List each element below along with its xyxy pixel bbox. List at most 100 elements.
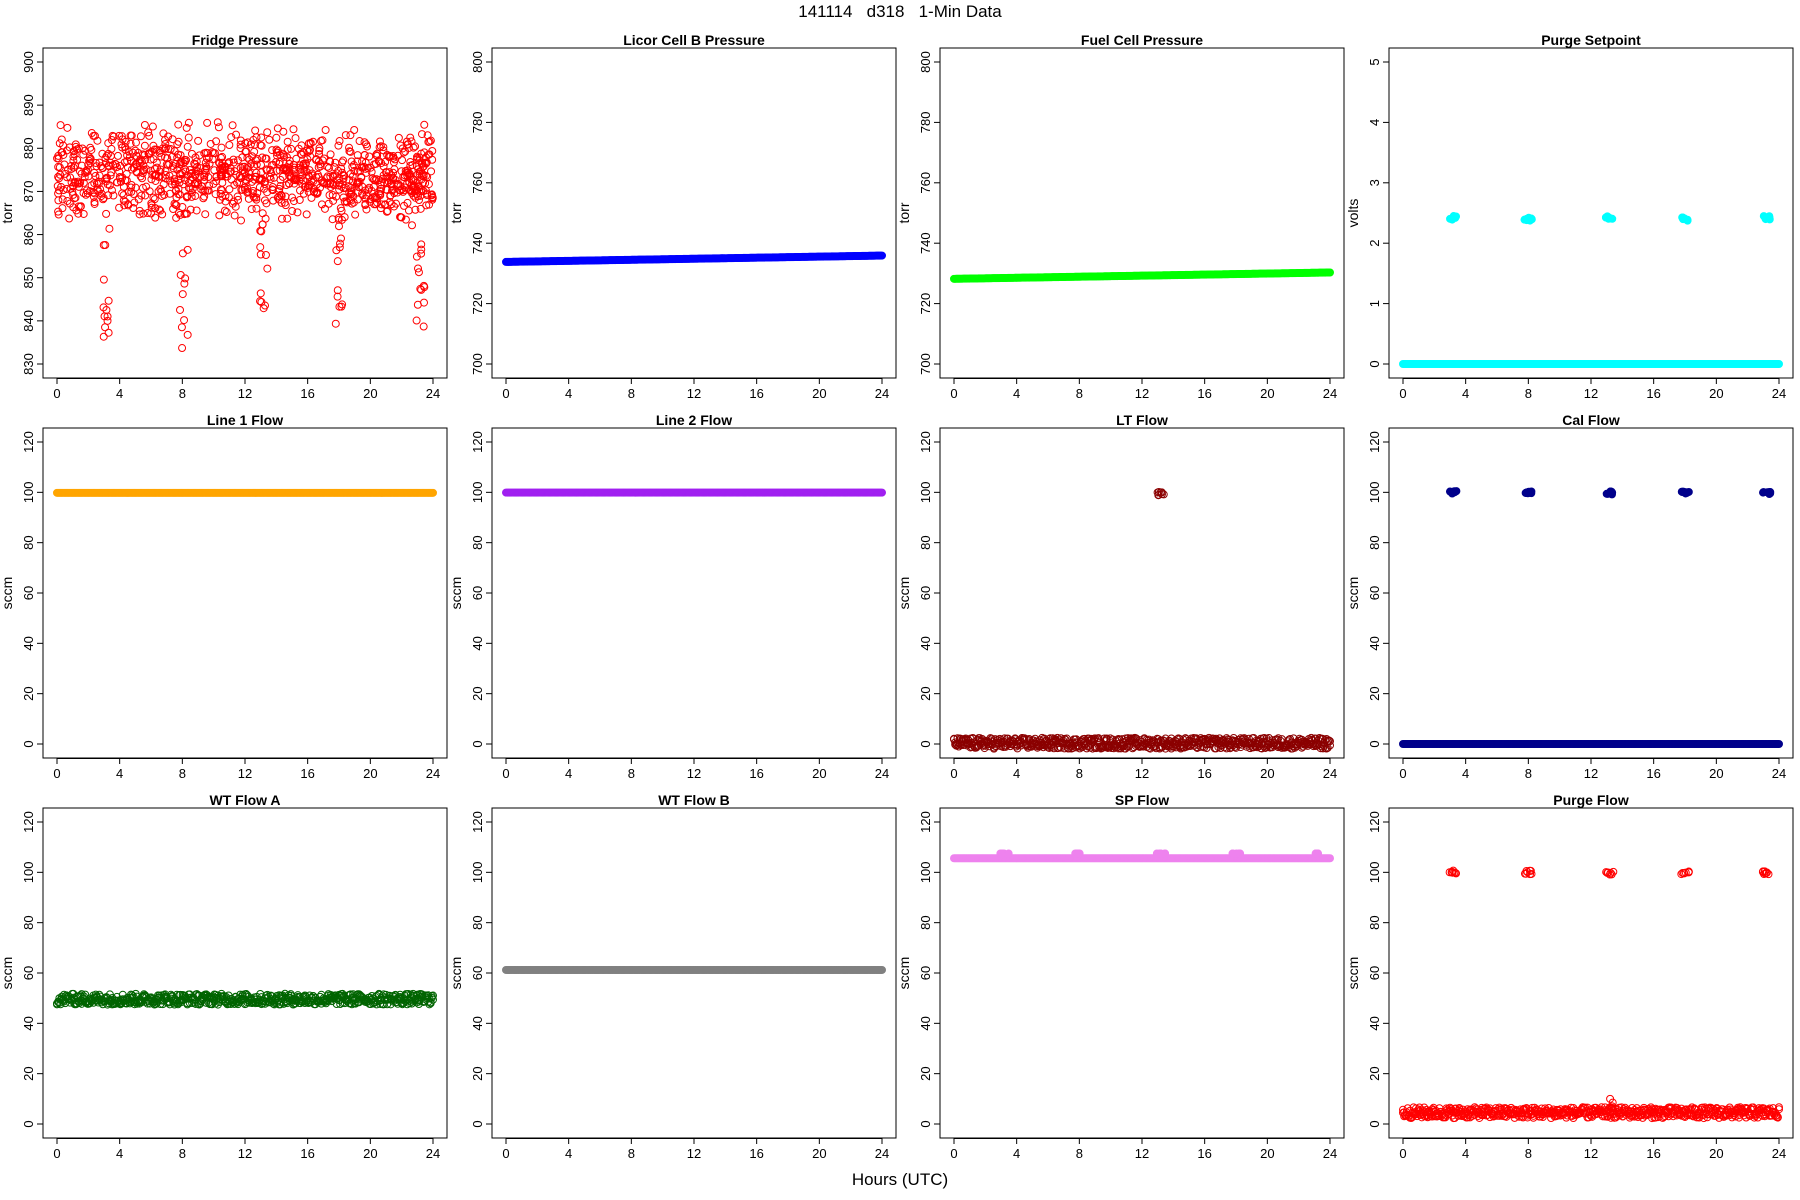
data-point (109, 132, 118, 141)
data-point (227, 133, 236, 142)
data-point (295, 163, 304, 172)
data-point (230, 167, 239, 176)
plot-title: Fridge Pressure (192, 32, 299, 48)
data-point (1522, 216, 1531, 225)
data-point (79, 150, 88, 159)
data-point (216, 171, 225, 180)
data-point (79, 189, 88, 198)
data-point (355, 137, 364, 146)
data-point (331, 158, 340, 167)
data-point (362, 205, 371, 214)
x-tick-label: 8 (1076, 766, 1083, 781)
x-tick-label: 8 (628, 386, 635, 401)
y-tick-label: 60 (1367, 586, 1382, 600)
data-point (178, 249, 187, 258)
data-point (71, 193, 80, 202)
data-point (333, 257, 342, 266)
data-point (257, 141, 266, 150)
data-point (428, 155, 437, 164)
data-point (331, 319, 340, 328)
x-tick-label: 20 (363, 1146, 377, 1161)
data-point (112, 163, 121, 172)
data-point (417, 240, 426, 249)
data-point (334, 222, 343, 231)
data-point (350, 125, 359, 134)
x-tick-label: 4 (116, 1146, 123, 1161)
x-tick-label: 12 (1135, 766, 1149, 781)
data-point (174, 184, 183, 193)
y-tick-label: 0 (1367, 360, 1382, 367)
y-tick-label: 800 (918, 51, 933, 73)
data-point (351, 210, 360, 219)
y-axis-label: sccm (896, 577, 912, 610)
data-point (424, 180, 433, 189)
data-point (332, 192, 341, 201)
data-point (55, 174, 64, 183)
data-point (173, 165, 182, 174)
data-point (415, 169, 424, 178)
data-point (170, 177, 179, 186)
data-point (345, 143, 354, 152)
data-point (70, 177, 79, 186)
data-point (65, 214, 74, 223)
data-point (174, 175, 183, 184)
y-axis-label: sccm (1345, 577, 1361, 610)
data-point (98, 163, 107, 172)
data-point (181, 157, 190, 166)
y-tick-label: 100 (21, 481, 36, 503)
data-point (56, 170, 65, 179)
x-tick-label: 0 (1399, 386, 1406, 401)
data-point (382, 207, 391, 216)
data-point (107, 168, 116, 177)
y-axis-label: sccm (448, 577, 464, 610)
y-axis-label: sccm (448, 957, 464, 990)
data-point (120, 201, 129, 210)
data-point (131, 146, 140, 155)
data-point (69, 163, 78, 172)
data-point (346, 147, 355, 156)
data-point (309, 188, 318, 197)
data-point (416, 187, 425, 196)
y-tick-label: 0 (470, 1120, 485, 1127)
data-point (406, 161, 415, 170)
data-point (230, 211, 239, 220)
y-tick-label: 4 (1367, 119, 1382, 126)
x-tick-label: 0 (53, 766, 60, 781)
data-point (353, 188, 362, 197)
data-point (183, 142, 192, 151)
data-point (309, 177, 318, 186)
x-tick-label: 24 (875, 1146, 889, 1161)
data-point (150, 195, 159, 204)
data-point (256, 226, 265, 235)
data-point (1775, 360, 1783, 368)
y-tick-label: 830 (21, 353, 36, 375)
data-point (143, 209, 152, 218)
y-tick-label: 0 (21, 1120, 36, 1127)
data-point (165, 189, 174, 198)
data-point (85, 153, 94, 162)
data-point (272, 133, 281, 142)
data-point (261, 154, 270, 163)
x-tick-label: 0 (502, 1146, 509, 1161)
data-point (335, 137, 344, 146)
data-point (55, 139, 64, 148)
data-point (135, 210, 144, 219)
data-point (261, 250, 270, 259)
data-point (153, 163, 162, 172)
data-point (341, 131, 350, 140)
data-point (113, 151, 122, 160)
y-tick-label: 80 (21, 535, 36, 549)
data-point (58, 195, 67, 204)
x-tick-label: 20 (1709, 766, 1723, 781)
x-tick-label: 8 (179, 1146, 186, 1161)
data-point (295, 195, 304, 204)
data-point (180, 210, 189, 219)
x-tick-label: 16 (300, 386, 314, 401)
data-point (121, 145, 130, 154)
data-point (267, 169, 276, 178)
x-tick-label: 4 (1462, 766, 1469, 781)
data-point (54, 172, 63, 181)
data-point (310, 184, 319, 193)
x-tick-label: 24 (426, 386, 440, 401)
